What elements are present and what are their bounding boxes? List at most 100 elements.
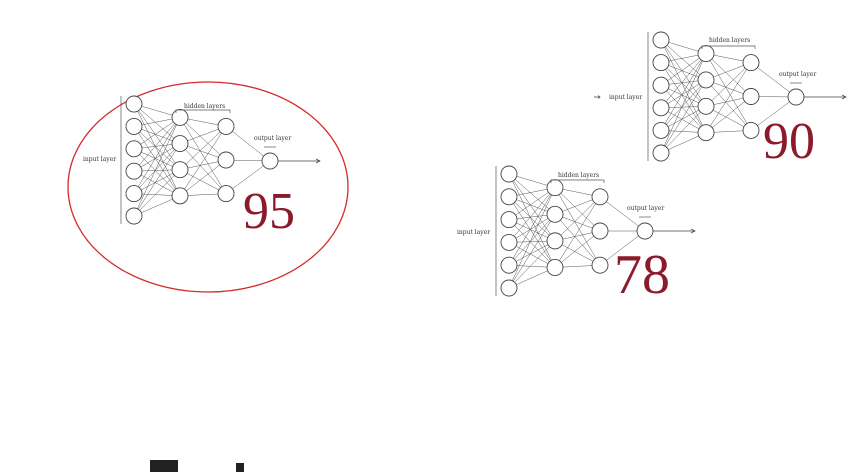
hidden-node [697,124,715,142]
connection-edge [133,117,181,150]
connection-edge [179,169,227,194]
connection-edge [133,148,181,197]
input-node [652,121,670,139]
output-node [787,88,805,106]
connection-edge [508,240,556,266]
connection-edge [225,126,271,162]
net-c-input-label: input layer [457,229,490,236]
connection-edge [750,96,797,131]
connection-edge [508,187,556,243]
connection-edge [508,196,556,268]
network-a [120,95,321,225]
input-node [125,117,143,135]
connection-edge [599,230,646,266]
connection-edge [179,143,227,194]
input-node [500,279,518,297]
hidden-node [546,179,564,197]
bottom-edge-mark [150,460,178,472]
connection-edge [508,240,556,289]
bottom-edge-mark-small [236,463,244,472]
connection-edge [554,187,601,232]
connection-edge [508,214,556,289]
connection-edge [750,62,797,98]
connection-edge [660,79,707,154]
output-arrow [804,94,847,100]
connection-edge [660,62,707,107]
connection-edge [133,126,181,170]
connection-edge [133,143,181,172]
connection-edge [133,117,181,172]
network-b [594,31,847,162]
output-arrow [278,158,321,164]
hidden-node [217,151,235,169]
connection-edge [179,126,227,196]
connection-edge [660,106,707,131]
connection-edge [660,53,707,108]
hidden-node [171,161,189,179]
input-arrow [594,95,601,99]
connection-edge [660,106,707,154]
net-a-score: 95 [243,183,295,240]
net-a-input-label: input layer [83,156,116,163]
connection-edge [660,39,707,107]
net-a-output-label: output layer [254,135,291,142]
input-node [500,165,518,183]
net-b-score: 90 [763,113,815,170]
connection-edge [133,169,181,217]
connection-edge [133,169,181,194]
connection-edge [133,117,181,194]
input-node [652,31,670,49]
connection-edge [133,103,181,196]
connection-edge [133,143,181,194]
connection-edge [133,126,181,196]
connection-edge [705,62,752,107]
hidden-node [697,97,715,115]
input-node [125,95,143,113]
hidden-node [591,188,609,206]
net-c-score: 78 [614,244,670,306]
connection-edge [179,117,227,161]
connection-edge [660,39,707,81]
connection-edge [599,196,646,232]
input-node [652,76,670,94]
connection-edge [133,143,181,217]
connection-edge [705,53,752,97]
connection-edge [508,173,556,215]
net-a-hidden-label: hidden layers [184,103,225,110]
hidden-node [591,256,609,274]
hidden-node [742,54,760,72]
input-node [500,256,518,274]
hidden-node [217,185,235,203]
connection-edge [179,126,227,170]
connection-edge [508,214,556,243]
hidden-node [546,232,564,250]
connection-edge [508,214,556,266]
connection-edge [554,230,601,268]
connection-edge [225,160,271,194]
connection-edge [705,96,752,133]
hidden-node [697,45,715,63]
hidden-node [697,71,715,89]
connection-edge [660,79,707,131]
input-node [652,54,670,72]
connection-edge [705,79,752,131]
connection-edge [179,117,227,194]
connection-edge [508,196,556,242]
input-node [125,207,143,225]
connection-edge [508,173,556,242]
connection-edge [554,196,601,242]
hidden-node [591,222,609,240]
connection-edge [705,53,752,131]
input-node [500,233,518,251]
net-c-hidden-label: hidden layers [558,172,599,179]
connection-edge [554,187,601,266]
connection-edge [705,106,752,131]
connection-edge [660,62,707,133]
connection-edge [133,103,181,170]
connection-edge [660,107,707,133]
net-b-hidden-label: hidden layers [709,37,750,44]
connection-edge [508,242,556,268]
connection-edge [179,159,227,197]
input-node [652,144,670,162]
